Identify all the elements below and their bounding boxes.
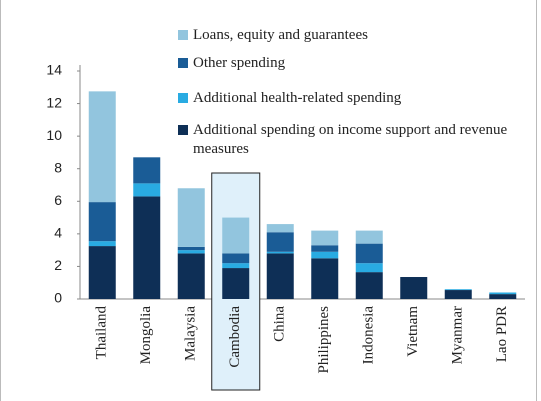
- bar-segment: [177, 188, 205, 247]
- bar-segment: [222, 263, 250, 269]
- x-tick-label: Thailand: [94, 306, 110, 360]
- x-tick-label: Mongolia: [138, 306, 154, 365]
- bar-segment: [266, 232, 294, 252]
- bar-segment: [311, 245, 339, 252]
- y-tick-label: 14: [46, 62, 62, 78]
- bar-segment: [444, 289, 472, 291]
- y-tick-label: 8: [54, 159, 62, 175]
- bar-segment: [444, 290, 472, 299]
- legend-label: Loans, equity and guarantees: [193, 27, 368, 43]
- bar-segment: [266, 251, 294, 254]
- bar-segment: [355, 272, 383, 299]
- bar-segment: [88, 202, 116, 242]
- bar-segment: [489, 292, 517, 295]
- bar-segment: [355, 230, 383, 244]
- bar-segment: [133, 157, 161, 184]
- bar-segment: [311, 258, 339, 299]
- legend-swatch: [178, 30, 188, 40]
- bar-segment: [266, 224, 294, 233]
- bar-segment: [88, 246, 116, 299]
- y-tick-label: 0: [54, 290, 62, 306]
- bar-segment: [177, 250, 205, 254]
- bar-segment: [489, 294, 517, 299]
- x-tick-label: Myanmar: [450, 306, 466, 364]
- bar-segment: [400, 277, 428, 299]
- legend-label: Additional spending on income support an…: [193, 122, 508, 157]
- bar-segment: [222, 217, 250, 254]
- legend-label: Other spending: [193, 55, 286, 71]
- legend-label: Additional health-related spending: [193, 90, 402, 106]
- bar-segment: [355, 263, 383, 273]
- x-tick-label: Malaysia: [183, 306, 199, 361]
- bar-segment: [133, 183, 161, 197]
- bar-segment: [311, 230, 339, 246]
- x-tick-label: Vietnam: [405, 306, 421, 357]
- bar-segment: [355, 243, 383, 264]
- legend-swatch: [178, 58, 188, 68]
- x-tick-label: Lao PDR: [494, 306, 510, 362]
- bar-segment: [222, 253, 250, 264]
- y-tick-label: 2: [54, 257, 62, 273]
- bar-segment: [222, 268, 250, 299]
- x-tick-label: Cambodia: [227, 306, 243, 368]
- bar-segment: [88, 241, 116, 247]
- y-tick-label: 10: [46, 127, 62, 143]
- bar-segment: [177, 246, 205, 251]
- bar-segment: [311, 251, 339, 259]
- x-tick-label: Indonesia: [361, 306, 377, 365]
- bar-segment: [266, 253, 294, 299]
- bar-segment: [177, 253, 205, 299]
- y-tick-label: 4: [54, 225, 62, 241]
- x-tick-label: China: [272, 306, 288, 342]
- bar-segment: [133, 196, 161, 299]
- y-tick-label: 12: [46, 94, 62, 110]
- bar-segment: [88, 91, 116, 203]
- y-tick-label: 6: [54, 192, 62, 208]
- legend-swatch: [178, 125, 188, 135]
- legend-swatch: [178, 93, 188, 103]
- x-tick-label: Philippines: [316, 306, 332, 374]
